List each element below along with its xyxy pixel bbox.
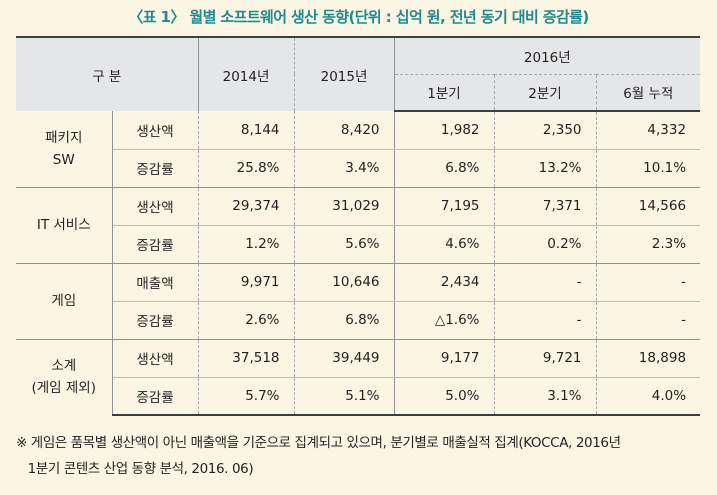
category-name: IT 서비스	[36, 217, 91, 233]
footnote-line-2: 1분기 콘텐츠 산업 동향 분석, 2016. 06)	[16, 461, 254, 477]
table-row: 증감률 2.6% 6.8% △1.6% - -	[16, 301, 701, 340]
category-cell: 패키지 SW	[16, 111, 113, 188]
metric-label: 증감률	[112, 225, 199, 264]
value-q1: △1.6%	[393, 301, 495, 340]
value-y2015: 5.1%	[293, 377, 395, 416]
metric-label: 증감률	[112, 377, 199, 416]
footnote-line-1: ※ 게임은 품목별 생산액이 아닌 매출액을 기준으로 집계되고 있으며, 분기…	[16, 435, 621, 451]
header-q2: 2분기	[493, 74, 597, 112]
value-y2015: 5.6%	[293, 225, 395, 264]
value-y2014: 2.6%	[197, 301, 295, 340]
table-row: 증감률 25.8% 3.4% 6.8% 13.2% 10.1%	[16, 149, 701, 188]
table-row: 증감률 1.2% 5.6% 4.6% 0.2% 2.3%	[16, 225, 701, 264]
header-q1: 1분기	[393, 74, 495, 112]
value-y2015: 3.4%	[293, 149, 395, 188]
value-h6: 14,566	[595, 187, 701, 226]
metric-label: 매출액	[112, 263, 199, 302]
value-q2: 2,350	[493, 111, 597, 150]
metric-label: 생산액	[112, 187, 199, 226]
value-y2014: 8,144	[197, 111, 295, 150]
value-q2: -	[493, 301, 597, 340]
value-q2: -	[493, 263, 597, 302]
value-q2: 7,371	[493, 187, 597, 226]
value-y2015: 31,029	[293, 187, 395, 226]
metric-label: 증감률	[112, 149, 199, 188]
value-q2: 13.2%	[493, 149, 597, 188]
value-h6: -	[595, 263, 701, 302]
value-q2: 0.2%	[493, 225, 597, 264]
table-title: 〈표 1〉 월별 소프트웨어 생산 동향(단위 : 십억 원, 전년 동기 대비…	[128, 8, 589, 26]
category-name: 패키지	[45, 129, 83, 146]
metric-label: 생산액	[112, 111, 199, 150]
value-y2014: 25.8%	[197, 149, 295, 188]
value-h6: -	[595, 301, 701, 340]
table-row: 증감률 5.7% 5.1% 5.0% 3.1% 4.0%	[16, 377, 701, 416]
value-q1: 9,177	[393, 339, 495, 378]
table-row: 패키지 SW 생산액 8,144 8,420 1,982 2,350 4,332	[16, 111, 701, 188]
value-y2015: 10,646	[293, 263, 395, 302]
metric-label: 증감률	[112, 301, 199, 340]
value-h6: 10.1%	[595, 149, 701, 188]
value-q1: 2,434	[393, 263, 495, 302]
category-name: 게임	[51, 293, 77, 309]
header-category: 구 분	[16, 36, 199, 111]
footnote: ※ 게임은 품목별 생산액이 아닌 매출액을 기준으로 집계되고 있으며, 분기…	[16, 430, 706, 482]
value-h6: 4,332	[595, 111, 701, 150]
category-cell: 게임	[16, 263, 113, 340]
table-row: IT 서비스 생산액 29,374 31,029 7,195 7,371 14,566	[16, 187, 701, 264]
value-q1: 1,982	[393, 111, 495, 150]
value-y2014: 1.2%	[197, 225, 295, 264]
table-row: 게임 매출액 9,971 10,646 2,434- -	[16, 263, 701, 340]
category-name-sub: SW	[52, 151, 75, 168]
value-y2014: 37,518	[197, 339, 295, 378]
header-h6: 6월 누적	[595, 74, 701, 112]
category-cell: IT 서비스	[16, 187, 113, 264]
value-y2015: 39,449	[293, 339, 395, 378]
category-name: 소계	[51, 358, 77, 375]
value-y2015: 8,420	[293, 111, 395, 150]
value-y2015: 6.8%	[293, 301, 395, 340]
value-y2014: 9,971	[197, 263, 295, 302]
value-q1: 4.6%	[393, 225, 495, 264]
value-y2014: 5.7%	[197, 377, 295, 416]
metric-label: 생산액	[112, 339, 199, 378]
value-y2014: 29,374	[197, 187, 295, 226]
table-row: 소계 (게임 제외) 생산액 37,518 39,449 9,177 9,721 18,898	[16, 339, 701, 415]
value-h6: 4.0%	[595, 377, 701, 416]
value-h6: 18,898	[595, 339, 701, 378]
header-2016: 2016년	[393, 36, 701, 75]
value-q1: 6.8%	[393, 149, 495, 188]
category-cell: 소계 (게임 제외)	[16, 339, 113, 415]
value-q1: 5.0%	[393, 377, 495, 416]
value-q1: 7,195	[393, 187, 495, 226]
value-h6: 2.3%	[595, 225, 701, 264]
header-2014: 2014년	[197, 36, 295, 111]
category-name-sub: (게임 제외)	[31, 380, 96, 397]
header-2015: 2015년	[293, 36, 395, 111]
value-q2: 3.1%	[493, 377, 597, 416]
sw-production-table: 구 분 2014년 2015년 2016년 1분기 2분기 6월 누적 패키지 S…	[16, 36, 701, 416]
table-body: 패키지 SW 생산액 8,144 8,420 1,982 2,350 4,332 증감률 25.8…	[16, 111, 701, 416]
value-q2: 9,721	[493, 339, 597, 378]
